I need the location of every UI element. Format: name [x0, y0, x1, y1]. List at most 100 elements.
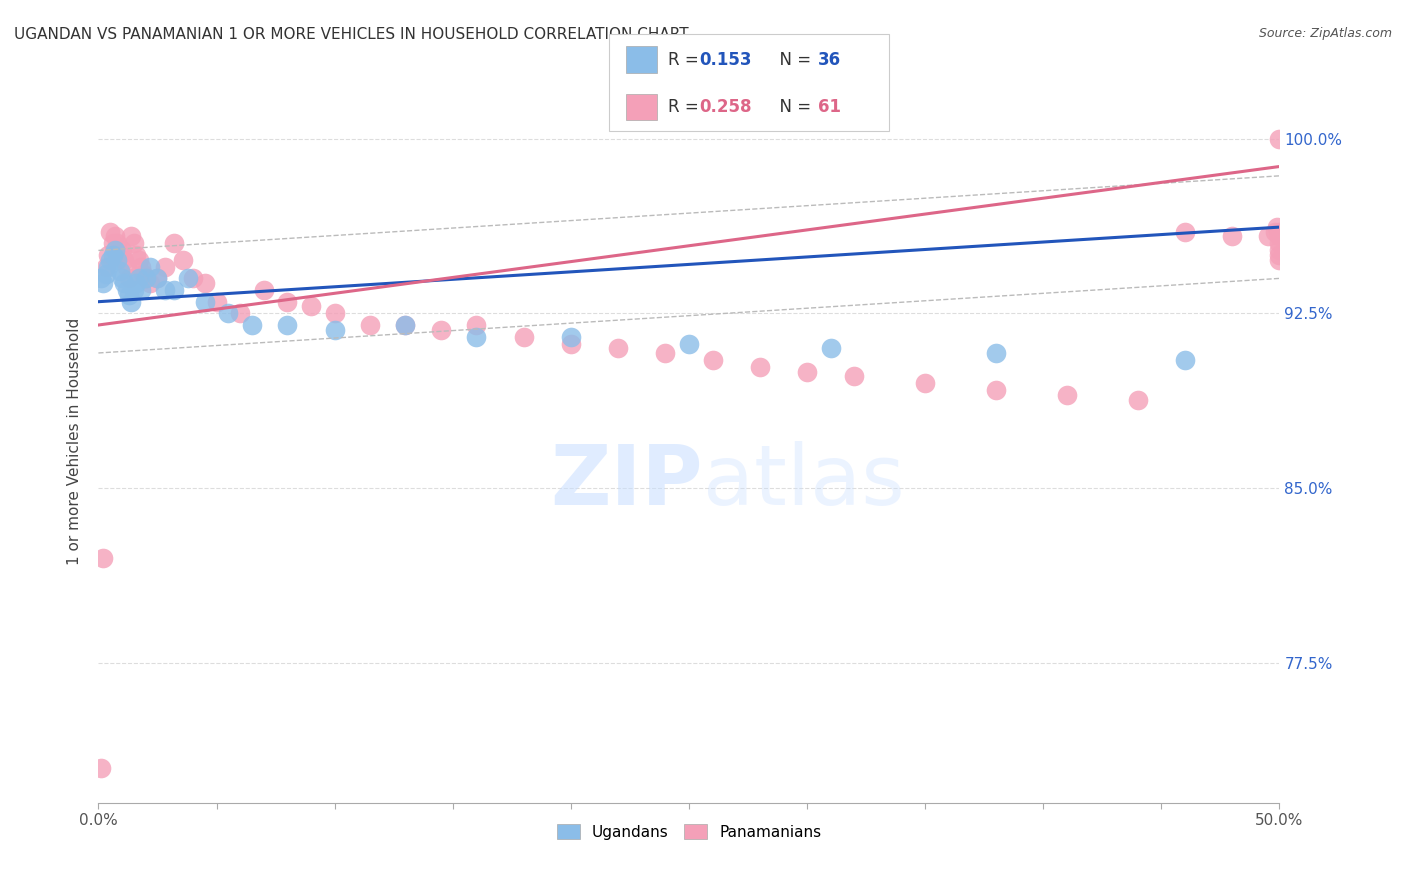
- Point: [105, 236, 128, 251]
- Point: [1265, 220, 1288, 235]
- Point: [146, 271, 169, 285]
- Point: [153, 283, 176, 297]
- Text: N =: N =: [769, 51, 817, 69]
- Point: [1174, 353, 1197, 368]
- Text: atlas: atlas: [703, 442, 904, 522]
- Point: [98, 225, 121, 239]
- Legend: Ugandans, Panamanians: Ugandans, Panamanians: [551, 818, 827, 846]
- Point: [253, 283, 276, 297]
- Text: UGANDAN VS PANAMANIAN 1 OR MORE VEHICLES IN HOUSEHOLD CORRELATION CHART: UGANDAN VS PANAMANIAN 1 OR MORE VEHICLES…: [14, 27, 689, 42]
- Point: [111, 271, 134, 285]
- Point: [108, 264, 131, 278]
- Point: [1220, 229, 1243, 244]
- Point: [194, 276, 217, 290]
- Point: [128, 252, 150, 267]
- Point: [194, 294, 217, 309]
- Point: [129, 260, 152, 274]
- Point: [121, 294, 143, 309]
- Point: [163, 236, 186, 251]
- Text: 36: 36: [818, 51, 841, 69]
- Point: [181, 271, 204, 285]
- Point: [104, 229, 127, 244]
- Point: [1268, 244, 1291, 258]
- Text: Source: ZipAtlas.com: Source: ZipAtlas.com: [1258, 27, 1392, 40]
- Point: [128, 271, 150, 285]
- Point: [607, 341, 630, 355]
- Point: [94, 260, 117, 274]
- Point: [465, 329, 488, 343]
- Point: [104, 244, 127, 258]
- Point: [1268, 225, 1291, 239]
- Point: [118, 271, 141, 285]
- Point: [560, 329, 582, 343]
- Point: [748, 359, 770, 374]
- Point: [1268, 236, 1291, 251]
- Point: [229, 306, 252, 320]
- Point: [1264, 225, 1286, 239]
- Point: [122, 236, 145, 251]
- Point: [101, 236, 124, 251]
- Point: [654, 346, 676, 360]
- Point: [914, 376, 936, 391]
- Point: [135, 271, 157, 285]
- Point: [323, 323, 346, 337]
- Point: [125, 248, 148, 262]
- Point: [121, 229, 143, 244]
- Text: 0.258: 0.258: [699, 98, 751, 116]
- Point: [163, 283, 186, 297]
- Point: [394, 318, 416, 332]
- Point: [205, 294, 228, 309]
- Point: [276, 318, 298, 332]
- Point: [1268, 229, 1291, 244]
- Point: [115, 260, 138, 274]
- Point: [122, 283, 145, 297]
- Point: [796, 365, 818, 379]
- Text: R =: R =: [668, 51, 704, 69]
- Text: 0.153: 0.153: [699, 51, 751, 69]
- Point: [101, 248, 124, 262]
- Point: [139, 260, 162, 274]
- Text: R =: R =: [668, 98, 704, 116]
- Point: [984, 346, 1007, 360]
- Point: [112, 276, 135, 290]
- Point: [97, 248, 120, 262]
- Point: [678, 336, 700, 351]
- Text: 61: 61: [818, 98, 841, 116]
- Point: [1126, 392, 1149, 407]
- Point: [91, 551, 114, 566]
- Point: [820, 341, 842, 355]
- Text: N =: N =: [769, 98, 817, 116]
- Text: ZIP: ZIP: [551, 442, 703, 522]
- Point: [105, 252, 128, 267]
- Point: [139, 276, 162, 290]
- Point: [1268, 248, 1291, 262]
- Point: [430, 323, 453, 337]
- Point: [153, 260, 176, 274]
- Point: [217, 306, 239, 320]
- Point: [702, 353, 724, 368]
- Point: [98, 252, 121, 267]
- Point: [276, 294, 298, 309]
- Point: [91, 276, 114, 290]
- Point: [115, 283, 138, 297]
- Point: [90, 761, 112, 775]
- Point: [177, 271, 200, 285]
- Point: [90, 271, 112, 285]
- Point: [984, 384, 1007, 398]
- Point: [135, 271, 157, 285]
- Point: [394, 318, 416, 332]
- Point: [512, 329, 534, 343]
- Point: [323, 306, 346, 320]
- Point: [132, 267, 155, 281]
- Point: [560, 336, 582, 351]
- Point: [1268, 131, 1291, 145]
- Point: [146, 271, 169, 285]
- Point: [844, 369, 866, 384]
- Y-axis label: 1 or more Vehicles in Household: 1 or more Vehicles in Household: [67, 318, 83, 566]
- Point: [94, 267, 117, 281]
- Point: [118, 287, 141, 301]
- Point: [108, 248, 131, 262]
- Point: [129, 283, 152, 297]
- Point: [1257, 229, 1279, 244]
- Point: [299, 299, 322, 313]
